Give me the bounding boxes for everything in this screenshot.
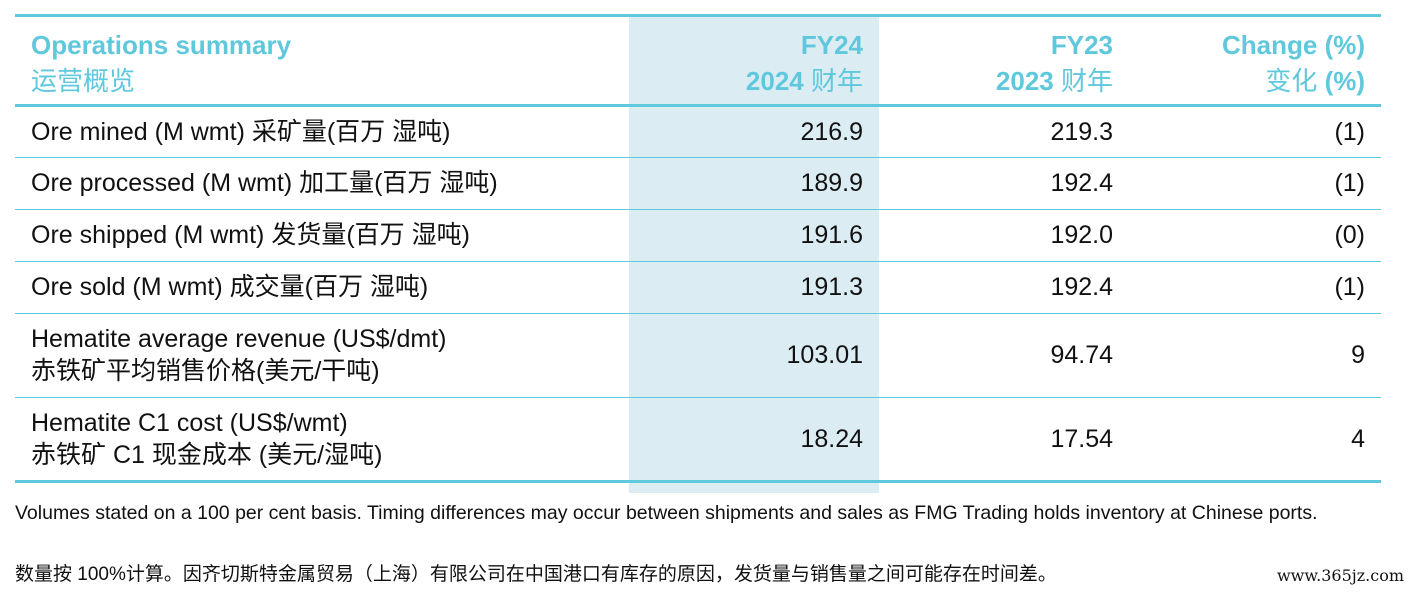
row-fy24: 18.24 <box>800 424 863 453</box>
row-label-en: Hematite average revenue (US$/dmt) <box>31 325 447 353</box>
header-col3-cn: 财年 <box>1053 66 1113 96</box>
row-fy23: 192.0 <box>1050 221 1113 249</box>
table-row: Ore shipped (M wmt) 发货量(百万 湿吨) 191.6 192… <box>15 209 1381 261</box>
header-fy23: FY23 2023 财年 <box>879 17 1129 107</box>
row-label-cn: 赤铁矿 C1 现金成本 (美元/湿吨) <box>31 440 383 469</box>
header-col4-pct: (%) <box>1324 66 1365 96</box>
table-row: Ore processed (M wmt) 加工量(百万 湿吨) 189.9 1… <box>15 157 1381 209</box>
row-fy23: 192.4 <box>1050 273 1113 301</box>
row-fy24: 191.3 <box>800 273 863 301</box>
row-label-cn: 赤铁矿平均销售价格(美元/干吨) <box>31 357 380 385</box>
table-row: Hematite C1 cost (US$/wmt) 赤铁矿 C1 现金成本 (… <box>15 397 1381 481</box>
table-row: Ore sold (M wmt) 成交量(百万 湿吨) 191.3 192.4 … <box>15 261 1381 313</box>
header-col2-cn: 财年 <box>803 66 863 96</box>
header-col1-cn: 运营概览 <box>31 66 136 96</box>
row-fy23: 192.4 <box>1050 169 1113 197</box>
row-fy23: 219.3 <box>1050 117 1113 146</box>
header-change: Change (%) 变化 (%) <box>1129 17 1381 107</box>
header-col2-en: FY24 <box>800 30 863 60</box>
header-operations-summary: Operations summary 运营概览 <box>15 17 629 107</box>
row-fy23: 17.54 <box>1050 424 1113 453</box>
table-row: Hematite average revenue (US$/dmt) 赤铁矿平均… <box>15 313 1381 397</box>
table-row: Ore mined (M wmt) 采矿量(百万 湿吨) 216.9 219.3… <box>15 105 1381 157</box>
row-fy24: 191.6 <box>800 221 863 249</box>
watermark: www.365jz.com <box>1276 566 1404 585</box>
row-label: Ore sold (M wmt) 成交量(百万 湿吨) <box>31 273 429 301</box>
row-label: Ore shipped (M wmt) 发货量(百万 湿吨) <box>31 221 470 249</box>
footnote-chinese: 数量按 100%计算。因齐切斯特金属贸易（上海）有限公司在中国港口有库存的原因，… <box>15 564 1057 585</box>
row-label-en: Hematite C1 cost (US$/wmt) <box>31 408 348 437</box>
footnote-english: Volumes stated on a 100 per cent basis. … <box>15 502 1318 524</box>
operations-summary-table: Operations summary 运营概览 FY24 2024 财年 FY2… <box>15 14 1381 493</box>
row-fy24: 103.01 <box>786 341 863 369</box>
row-change: (1) <box>1334 169 1365 197</box>
row-change: (1) <box>1334 117 1365 146</box>
row-change: (1) <box>1334 273 1365 301</box>
row-label: Hematite average revenue (US$/dmt) 赤铁矿平均… <box>15 313 629 397</box>
header-col4-en: Change (%) <box>1222 30 1365 60</box>
header-fy24: FY24 2024 财年 <box>629 17 879 107</box>
row-label: Ore processed (M wmt) 加工量(百万 湿吨) <box>31 169 498 197</box>
table-header-row: Operations summary 运营概览 FY24 2024 财年 FY2… <box>15 17 1381 107</box>
table-top-rule <box>15 14 1381 17</box>
header-col2-year: 2024 <box>745 66 804 96</box>
row-fy24: 189.9 <box>800 169 863 197</box>
row-label: Ore mined (M wmt) 采矿量(百万 湿吨) <box>31 117 451 146</box>
row-fy23: 94.74 <box>1050 341 1113 369</box>
header-col4-cn: 变化 <box>1265 66 1325 96</box>
header-col1-en: Operations summary <box>31 30 292 60</box>
row-change: 4 <box>1351 424 1365 453</box>
row-label: Hematite C1 cost (US$/wmt) 赤铁矿 C1 现金成本 (… <box>15 397 629 481</box>
header-col3-en: FY23 <box>1050 30 1113 60</box>
row-change: (0) <box>1334 221 1365 249</box>
header-col3-year: 2023 <box>995 66 1054 96</box>
row-change: 9 <box>1351 341 1365 369</box>
row-fy24: 216.9 <box>800 117 863 146</box>
